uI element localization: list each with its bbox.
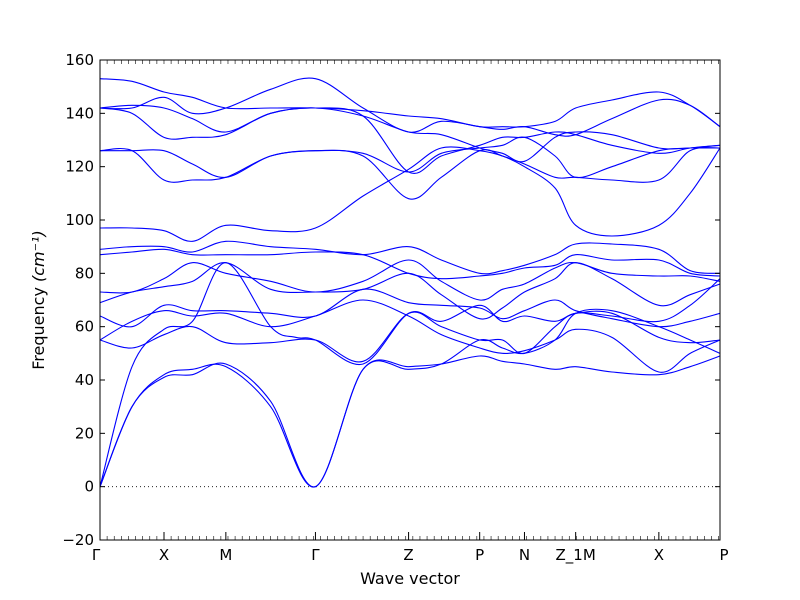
dispersion-branch-6 (99, 288, 721, 328)
plot-border (99, 59, 721, 541)
x-tick-label: P (719, 546, 728, 564)
y-tick-label: 160 (65, 51, 94, 69)
dispersion-branch-13 (100, 136, 721, 179)
dispersion-branch-16 (99, 77, 721, 137)
dispersion-branch-2 (99, 308, 721, 488)
x-tick-label: N (519, 546, 530, 564)
x-axis-label: Wave vector (360, 569, 460, 588)
y-tick-label: 60 (75, 318, 94, 336)
dispersion-branch-14 (99, 107, 721, 174)
plot-frame (99, 59, 721, 541)
dispersion-branch-7 (99, 262, 721, 320)
y-axis-label: Frequency (cm⁻¹) (29, 230, 48, 369)
y-tick-label: 20 (75, 424, 94, 442)
y-axis-label-text: Frequency (29, 287, 48, 370)
dispersion-branch-9 (99, 248, 721, 280)
x-tick-label: Γ (92, 546, 101, 564)
y-tick-label: 40 (75, 371, 94, 389)
x-tick-label: X (654, 546, 664, 564)
x-tick-label: Z_1M (556, 546, 596, 565)
dispersion-branch-12 (99, 146, 721, 200)
series-group (99, 77, 721, 488)
y-tick-label: 100 (65, 211, 94, 229)
y-tick-label: 140 (65, 104, 94, 122)
x-axis: Γ X M Γ Z P N Z_1M X P (92, 60, 729, 565)
y-tick-label: 80 (75, 264, 94, 282)
dispersion-branch-8 (99, 259, 721, 301)
y-axis: −20 0 20 40 60 80 100 120 140 160 (62, 51, 720, 549)
dispersion-branch-4 (99, 278, 721, 363)
x-tick-label: Z (403, 546, 413, 564)
dispersion-branch-11 (99, 146, 721, 242)
x-tick-label: Γ (311, 546, 320, 564)
dispersion-branch-1 (99, 355, 721, 488)
y-tick-label: 0 (84, 478, 94, 496)
x-tick-label: M (219, 546, 232, 564)
dispersion-branch-17 (99, 78, 721, 128)
y-tick-label: −20 (62, 531, 94, 549)
dispersion-branch-10 (99, 240, 721, 275)
y-axis-label-unit: (cm⁻¹) (29, 230, 48, 282)
dispersion-branch-5 (99, 299, 721, 373)
y-tick-label: 120 (65, 158, 94, 176)
x-tick-label: X (159, 546, 169, 564)
x-tick-label: P (475, 546, 484, 564)
dispersion-branch-15 (99, 104, 720, 163)
